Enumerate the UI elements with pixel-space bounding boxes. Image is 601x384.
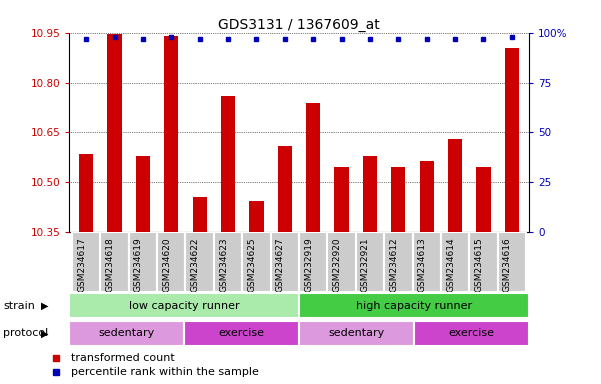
Text: exercise: exercise [448, 328, 495, 338]
Bar [498, 232, 526, 292]
Text: GSM234623: GSM234623 [219, 237, 228, 292]
Text: percentile rank within the sample: percentile rank within the sample [71, 367, 259, 377]
Bar [505, 48, 519, 232]
Bar [242, 232, 270, 292]
Text: ▶: ▶ [41, 328, 48, 338]
Text: GSM234627: GSM234627 [276, 237, 285, 292]
Text: sedentary: sedentary [328, 328, 385, 338]
Bar [306, 103, 320, 232]
Bar [419, 161, 434, 232]
Bar [477, 167, 490, 232]
Bar [186, 232, 214, 292]
Title: GDS3131 / 1367609_at: GDS3131 / 1367609_at [218, 18, 380, 31]
Bar [391, 167, 406, 232]
Bar [157, 232, 186, 292]
Bar [469, 232, 498, 292]
Bar [412, 232, 441, 292]
Text: GSM234613: GSM234613 [418, 237, 427, 292]
Bar [214, 232, 242, 292]
Text: ▶: ▶ [41, 301, 48, 311]
Text: GSM234617: GSM234617 [77, 237, 86, 292]
Bar [335, 167, 349, 232]
Bar [363, 156, 377, 232]
Bar [129, 232, 157, 292]
Bar [79, 154, 93, 232]
Text: GSM234619: GSM234619 [134, 237, 143, 292]
Bar [299, 321, 414, 346]
Bar [69, 293, 299, 318]
Text: GSM234616: GSM234616 [503, 237, 512, 292]
Bar [299, 293, 529, 318]
Text: low capacity runner: low capacity runner [129, 301, 239, 311]
Text: GSM232919: GSM232919 [304, 237, 313, 292]
Text: protocol: protocol [3, 328, 48, 338]
Bar [448, 139, 462, 232]
Text: GSM234620: GSM234620 [162, 237, 171, 292]
Bar [221, 96, 235, 232]
Bar [192, 197, 207, 232]
Text: GSM234622: GSM234622 [191, 237, 200, 291]
Text: GSM234618: GSM234618 [106, 237, 115, 292]
Bar [72, 232, 100, 292]
Bar [328, 232, 356, 292]
Text: strain: strain [3, 301, 35, 311]
Bar [184, 321, 299, 346]
Bar [164, 36, 178, 232]
Bar [414, 321, 529, 346]
Bar [69, 321, 184, 346]
Bar [278, 146, 292, 232]
Bar [100, 232, 129, 292]
Bar [249, 201, 263, 232]
Text: exercise: exercise [219, 328, 264, 338]
Text: GSM232921: GSM232921 [361, 237, 370, 292]
Bar [356, 232, 384, 292]
Bar [108, 34, 121, 232]
Text: GSM234625: GSM234625 [248, 237, 257, 292]
Text: transformed count: transformed count [71, 353, 175, 363]
Text: GSM232920: GSM232920 [332, 237, 341, 292]
Bar [384, 232, 412, 292]
Bar [270, 232, 299, 292]
Text: high capacity runner: high capacity runner [356, 301, 472, 311]
Text: GSM234612: GSM234612 [389, 237, 398, 292]
Bar [299, 232, 328, 292]
Bar [136, 156, 150, 232]
Text: GSM234614: GSM234614 [446, 237, 455, 292]
Text: GSM234615: GSM234615 [474, 237, 483, 292]
Text: sedentary: sedentary [99, 328, 154, 338]
Bar [441, 232, 469, 292]
